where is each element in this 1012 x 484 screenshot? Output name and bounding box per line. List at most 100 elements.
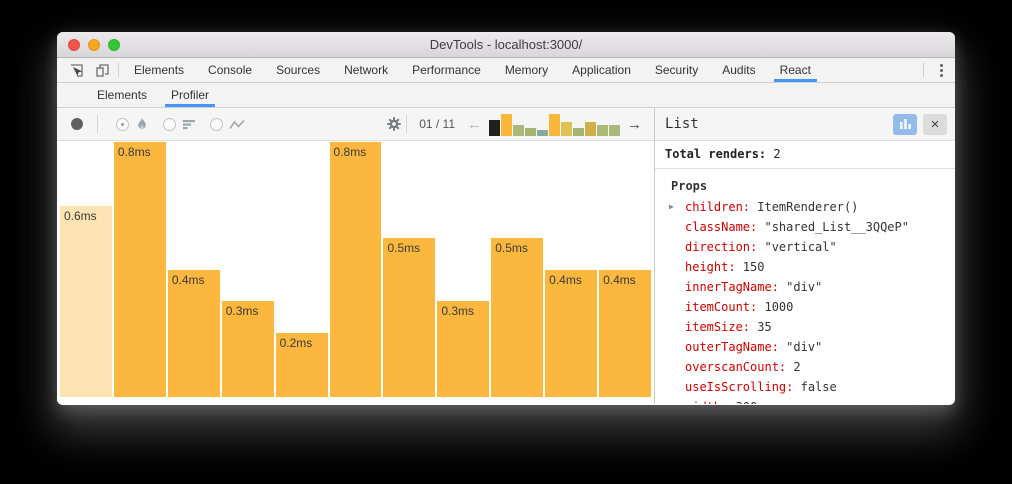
zoom-window-button[interactable]	[108, 38, 120, 51]
props-heading: Props	[671, 179, 708, 193]
commit-bar-4[interactable]: 0.3ms	[221, 301, 274, 397]
commit-bar-duration: 0.2ms	[279, 336, 313, 351]
component-name: List	[665, 116, 699, 132]
commit-bar-3[interactable]: 0.4ms	[167, 269, 220, 397]
ranked-chart-icon	[182, 118, 196, 131]
prop-value: ItemRenderer()	[750, 200, 859, 214]
commit-bar-duration: 0.6ms	[64, 208, 97, 223]
commit-bar-duration: 0.8ms	[333, 145, 367, 159]
tab-application[interactable]: Application	[572, 63, 631, 77]
close-window-button[interactable]	[68, 38, 80, 51]
commit-bar-11[interactable]: 0.4ms	[599, 269, 651, 397]
flamegraph-radio[interactable]	[116, 117, 129, 131]
mode-interactions[interactable]	[210, 117, 245, 131]
prop-row-className: className: "shared_List__3QQeP"	[655, 217, 955, 237]
prop-key: overscanCount:	[685, 360, 787, 374]
commit-bar-duration: 0.4ms	[603, 272, 636, 287]
snapshot-thumbnails	[489, 112, 620, 136]
prop-row-children[interactable]: ▶ children: ItemRenderer()	[655, 197, 955, 217]
snapshot-thumb-7[interactable]	[561, 122, 572, 136]
prop-value: "shared_List__3QQeP"	[757, 220, 909, 234]
commit-bar-8[interactable]: 0.3ms	[437, 301, 490, 397]
tab-performance[interactable]: Performance	[412, 63, 481, 77]
snapshot-thumb-1-selected[interactable]	[489, 120, 500, 136]
snapshot-thumb-10[interactable]	[597, 125, 608, 136]
snapshot-thumb-5[interactable]	[537, 130, 548, 136]
prop-row-overscanCount: overscanCount: 2	[655, 357, 955, 377]
commit-bar-1[interactable]: 0.6ms	[60, 205, 112, 397]
minimize-window-button[interactable]	[88, 38, 100, 51]
commit-bar-duration: 0.4ms	[171, 272, 205, 287]
prop-value: 150	[735, 260, 765, 274]
snapshot-thumb-2[interactable]	[501, 114, 512, 136]
tab-network[interactable]: Network	[344, 63, 389, 77]
mode-ranked[interactable]	[163, 117, 196, 131]
window-title: DevTools - localhost:3000/	[429, 37, 583, 52]
prop-row-itemSize: itemSize: 35	[655, 317, 955, 337]
subtab-profiler[interactable]: Profiler	[159, 83, 221, 107]
prop-row-outerTagName: outerTagName: "div"	[655, 337, 955, 357]
tab-memory[interactable]: Memory	[504, 63, 549, 77]
snapshot-thumb-4[interactable]	[525, 128, 536, 136]
total-renders-row: Total renders: 2	[655, 141, 955, 169]
commit-bar-duration: 0.8ms	[117, 145, 151, 159]
mode-flamegraph[interactable]	[116, 117, 149, 132]
commit-bar-9[interactable]: 0.5ms	[491, 237, 544, 397]
view-renders-chart-button[interactable]	[893, 113, 917, 135]
snapshot-thumb-6[interactable]	[549, 114, 560, 136]
toolbar-separator	[97, 115, 98, 133]
record-button[interactable]	[71, 118, 83, 130]
settings-gear-icon[interactable]	[386, 116, 402, 132]
snapshot-thumb-3[interactable]	[513, 125, 524, 136]
ranked-radio[interactable]	[163, 117, 176, 131]
prop-key: width:	[685, 400, 728, 404]
commit-bar-duration: 0.4ms	[549, 272, 582, 287]
component-details-pane: List × Total renders: 2	[654, 108, 955, 404]
subtab-elements[interactable]: Elements	[97, 88, 148, 102]
previous-snapshot-arrow[interactable]: ←	[467, 115, 482, 133]
prop-key: itemSize:	[685, 320, 751, 334]
content: 01 / 11 ← → 0.6ms 0.8ms 0.4ms 0.3ms 0.2ms 0.8…	[57, 108, 955, 404]
inspect-element-icon[interactable]	[63, 58, 89, 82]
tab-react[interactable]: React	[768, 58, 823, 82]
commit-bar-2[interactable]: 0.8ms	[113, 142, 166, 397]
tab-elements[interactable]: Elements	[134, 63, 185, 77]
devtools-menu-icon[interactable]	[927, 58, 955, 82]
prop-key: className:	[685, 220, 758, 234]
interactions-chart-icon	[229, 118, 245, 131]
snapshot-thumb-8[interactable]	[573, 128, 584, 136]
tab-audits[interactable]: Audits	[722, 63, 756, 77]
prop-value: "vertical"	[757, 240, 837, 254]
prop-row-width: width: 300	[655, 397, 955, 404]
total-renders-label: Total renders:	[665, 147, 767, 161]
react-subtabbar: Elements Profiler	[57, 83, 955, 108]
device-toolbar-icon[interactable]	[89, 58, 115, 82]
prop-value: 300	[728, 400, 758, 404]
snapshot-thumb-9[interactable]	[585, 122, 596, 136]
commit-bar-10[interactable]: 0.4ms	[545, 269, 598, 397]
interactions-radio[interactable]	[210, 117, 223, 131]
commit-bar-7[interactable]: 0.5ms	[383, 237, 436, 397]
devtools-tabbar: Elements Console Sources Network Performance…	[57, 58, 955, 83]
prop-row-useIsScrolling: useIsScrolling: false	[655, 377, 955, 397]
prop-key: useIsScrolling:	[685, 380, 794, 394]
tab-security[interactable]: Security	[654, 63, 699, 77]
devtools-window: DevTools - localhost:3000/ Elements Conso…	[57, 32, 955, 405]
prop-value: false	[793, 380, 837, 394]
prop-key: itemCount:	[685, 300, 758, 314]
toolbar-separator	[118, 63, 119, 77]
expand-arrow-icon[interactable]: ▶	[669, 202, 674, 211]
prop-key: direction:	[685, 240, 758, 254]
tab-sources[interactable]: Sources	[276, 63, 321, 77]
prop-value: 1000	[757, 300, 794, 314]
tab-console[interactable]: Console	[208, 63, 253, 77]
next-snapshot-arrow[interactable]: →	[627, 115, 642, 133]
flame-icon	[135, 117, 149, 132]
prop-key: outerTagName:	[685, 340, 779, 354]
props-list: ▶ children: ItemRenderer() className: "sha…	[655, 197, 955, 404]
snapshot-thumb-11[interactable]	[609, 125, 620, 136]
commit-bar-5[interactable]: 0.2ms	[275, 333, 328, 397]
close-details-icon[interactable]: ×	[923, 113, 947, 135]
commit-bar-6[interactable]: 0.8ms	[329, 142, 382, 397]
toolbar-separator	[923, 63, 924, 77]
